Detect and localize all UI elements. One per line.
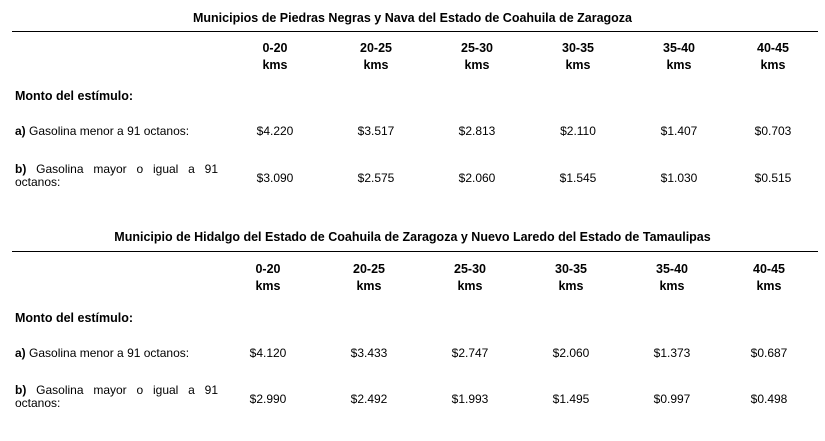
row-b-value: $0.997 — [653, 392, 691, 406]
row-b-value: $3.090 — [256, 171, 294, 185]
table-top-rule — [12, 251, 818, 252]
row-b-value: $2.575 — [357, 171, 395, 185]
row-b-value: $2.492 — [350, 392, 388, 406]
row-b-label: b) Gasolina mayor o igual a 91 octanos: — [15, 162, 218, 189]
row-b-value: $0.498 — [750, 392, 788, 406]
row-a-value: $0.687 — [750, 346, 788, 360]
row-b-value: $1.030 — [660, 171, 698, 185]
row-a-value: $3.517 — [357, 124, 395, 138]
row-a-value: $2.747 — [451, 346, 489, 360]
row-a-value: $2.813 — [458, 124, 496, 138]
row-b-value: $2.990 — [249, 392, 287, 406]
header-col-3: 25-30 kms — [454, 262, 486, 293]
header-col-5: 35-40 kms — [663, 41, 695, 72]
header-col-4: 30-35 kms — [562, 41, 594, 72]
row-b-value: $0.515 — [754, 171, 792, 185]
row-b-value: $1.993 — [451, 392, 489, 406]
header-col-6: 40-45 kms — [757, 41, 789, 72]
monto-label: Monto del estímulo: — [15, 89, 134, 103]
table-title: Municipios de Piedras Negras y Nava del … — [192, 11, 633, 25]
row-a-label: a) Gasolina menor a 91 octanos: — [15, 124, 190, 138]
row-a-value: $4.220 — [256, 124, 294, 138]
table-title: Municipio de Hidalgo del Estado de Coahu… — [114, 230, 711, 244]
row-a-value: $2.110 — [560, 124, 596, 138]
row-b-value: $2.060 — [458, 171, 496, 185]
row-a-value: $4.120 — [249, 346, 287, 360]
monto-label: Monto del estímulo: — [15, 311, 134, 325]
row-a-value: $0.703 — [754, 124, 792, 138]
row-a-value: $1.373 — [653, 346, 691, 360]
header-col-2: 20-25 kms — [353, 262, 385, 293]
header-col-6: 40-45 kms — [753, 262, 785, 293]
row-a-value: $2.060 — [552, 346, 590, 360]
table-top-rule — [12, 31, 818, 32]
row-a-value: $3.433 — [350, 346, 388, 360]
row-a-value: $1.407 — [660, 124, 698, 138]
header-col-3: 25-30 kms — [461, 41, 493, 72]
header-col-2: 20-25 kms — [360, 41, 392, 72]
header-col-4: 30-35 kms — [555, 262, 587, 293]
row-a-label: a) Gasolina menor a 91 octanos: — [15, 346, 190, 360]
header-col-5: 35-40 kms — [656, 262, 688, 293]
header-col-1: 0-20 kms — [262, 41, 288, 72]
header-col-1: 0-20 kms — [255, 262, 281, 293]
row-b-value: $1.495 — [552, 392, 590, 406]
row-b-value: $1.545 — [559, 171, 597, 185]
row-b-label: b) Gasolina mayor o igual a 91 octanos: — [15, 383, 218, 410]
